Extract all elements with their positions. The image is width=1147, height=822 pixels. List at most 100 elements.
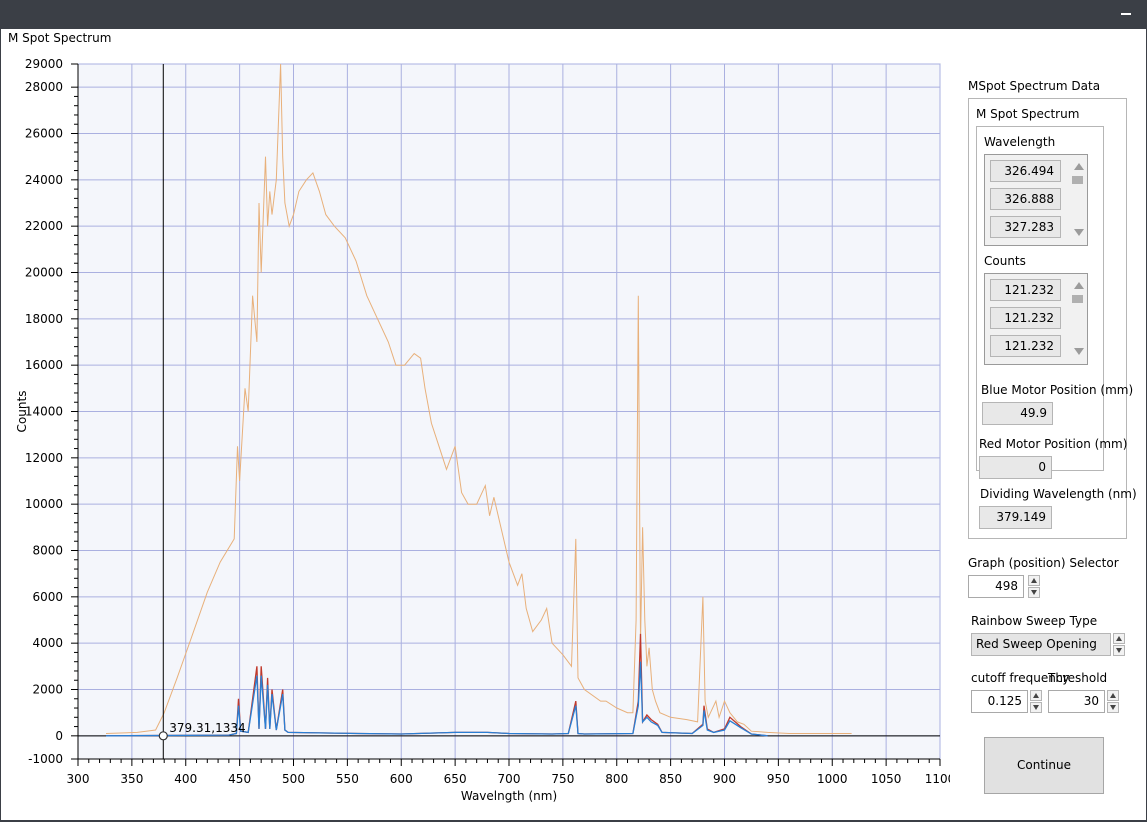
counts-item[interactable]: 121.232 xyxy=(990,307,1061,329)
y-tick-label: 14000 xyxy=(25,405,63,419)
graph-selector-input[interactable]: 498 xyxy=(968,575,1024,598)
series-line xyxy=(105,63,852,734)
scroll-thumb[interactable] xyxy=(1072,176,1083,184)
minimize-icon[interactable] xyxy=(1121,13,1131,15)
x-tick-label: 650 xyxy=(444,772,467,786)
y-tick-label: 26000 xyxy=(25,127,63,141)
x-axis-label: Wavelngth (nm) xyxy=(461,789,557,803)
x-tick-label: 1000 xyxy=(817,772,848,786)
dividing-wavelength-label: Dividing Wavelength (nm) xyxy=(980,487,1137,501)
y-axis-label: Counts xyxy=(15,391,29,433)
title-bar xyxy=(0,0,1147,29)
red-motor-label: Red Motor Position (mm) xyxy=(979,437,1128,451)
down-arrow-icon xyxy=(1116,648,1122,653)
y-tick-label: -1000 xyxy=(28,752,63,766)
window-border-left xyxy=(0,29,1,822)
scroll-up-icon[interactable] xyxy=(1074,282,1084,289)
graph-selector-label: Graph (position) Selector xyxy=(968,556,1119,570)
up-arrow-icon xyxy=(1031,578,1037,583)
cutoff-input[interactable]: 0.125 xyxy=(971,690,1028,713)
x-tick-label: 800 xyxy=(605,772,628,786)
x-tick-label: 950 xyxy=(767,772,790,786)
y-tick-label: 29000 xyxy=(25,57,63,71)
scroll-up-icon[interactable] xyxy=(1074,163,1084,170)
stepper-up-button[interactable] xyxy=(1030,690,1042,701)
y-tick-label: 8000 xyxy=(32,544,63,558)
red-motor-value: 0 xyxy=(979,456,1052,479)
cursor-label: 379.31,1334 xyxy=(169,721,245,735)
up-arrow-icon xyxy=(1110,693,1116,698)
group-title: M Spot Spectrum xyxy=(976,107,1080,121)
x-tick-label: 350 xyxy=(120,772,143,786)
cursor-handle[interactable] xyxy=(158,731,168,741)
continue-button[interactable]: Continue xyxy=(984,737,1104,794)
x-tick-label: 850 xyxy=(659,772,682,786)
x-tick-label: 900 xyxy=(713,772,736,786)
x-tick-label: 600 xyxy=(390,772,413,786)
up-arrow-icon xyxy=(1116,636,1122,641)
threshold-label: Threshold xyxy=(1048,671,1108,685)
stepper-down-button[interactable] xyxy=(1030,702,1042,713)
wavelength-item[interactable]: 326.888 xyxy=(990,188,1061,210)
stepper-up-button[interactable] xyxy=(1113,633,1125,644)
cutoff-label: cutoff frequency xyxy=(971,671,1070,685)
spectrum-chart[interactable]: 300 350 400 450 500 550 600 650 700 750 800 850 900 9… xyxy=(0,0,950,822)
counts-list[interactable]: 121.232 121.232 121.232 xyxy=(984,273,1088,365)
x-tick-label: 450 xyxy=(228,772,251,786)
stepper-down-button[interactable] xyxy=(1113,645,1125,656)
threshold-stepper[interactable] xyxy=(1107,690,1119,713)
blue-motor-value: 49.9 xyxy=(982,402,1053,425)
chart-title: M Spot Spectrum xyxy=(8,31,112,45)
panel-title: MSpot Spectrum Data xyxy=(968,79,1101,93)
y-tick-label: 28000 xyxy=(25,80,63,94)
counts-item[interactable]: 121.232 xyxy=(990,279,1061,301)
y-tick-label: 2000 xyxy=(32,683,63,697)
down-arrow-icon xyxy=(1110,705,1116,710)
y-tick-label: 24000 xyxy=(25,173,63,187)
y-tick-label: 12000 xyxy=(25,451,63,465)
threshold-input[interactable]: 30 xyxy=(1048,690,1105,713)
dividing-wavelength-value: 379.149 xyxy=(979,506,1052,529)
wavelength-label: Wavelength xyxy=(984,135,1056,149)
x-tick-label: 500 xyxy=(282,772,305,786)
counts-scrollbar[interactable] xyxy=(1071,276,1085,360)
sweep-type-stepper[interactable] xyxy=(1113,633,1125,656)
x-tick-label: 1050 xyxy=(871,772,902,786)
y-tick-label: 22000 xyxy=(25,219,63,233)
wavelength-scrollbar[interactable] xyxy=(1071,157,1085,241)
spectrum-data-group: M Spot Spectrum Wavelength 326.494 326.8… xyxy=(968,98,1137,539)
wavelength-list[interactable]: 326.494 326.888 327.283 xyxy=(984,154,1088,246)
up-arrow-icon xyxy=(1033,693,1039,698)
sweep-type-label: Rainbow Sweep Type xyxy=(971,614,1098,628)
y-tick-label: 6000 xyxy=(32,590,63,604)
stepper-down-button[interactable] xyxy=(1107,702,1119,713)
blue-motor-label: Blue Motor Position (mm) xyxy=(981,383,1134,397)
y-tick-label: 10000 xyxy=(25,497,63,511)
counts-item[interactable]: 121.232 xyxy=(990,335,1061,357)
stepper-up-button[interactable] xyxy=(1107,690,1119,701)
y-tick-label: 4000 xyxy=(32,636,63,650)
x-tick-label: 550 xyxy=(336,772,359,786)
x-tick-label: 300 xyxy=(67,772,90,786)
down-arrow-icon xyxy=(1031,590,1037,595)
y-tick-label: 20000 xyxy=(25,266,63,280)
x-tick-label: 1100 xyxy=(925,772,950,786)
wavelength-item[interactable]: 326.494 xyxy=(990,160,1061,182)
graph-selector-stepper[interactable] xyxy=(1028,575,1040,598)
window-border-bottom xyxy=(0,820,1147,822)
stepper-up-button[interactable] xyxy=(1028,575,1040,586)
counts-label: Counts xyxy=(984,254,1026,268)
series-line xyxy=(105,661,768,737)
x-tick-label: 750 xyxy=(551,772,574,786)
wavelength-item[interactable]: 327.283 xyxy=(990,216,1061,238)
x-tick-label: 700 xyxy=(498,772,521,786)
scroll-down-icon[interactable] xyxy=(1074,229,1084,236)
y-tick-label: 0 xyxy=(55,729,63,743)
spectrum-inner-group: Wavelength 326.494 326.888 327.283 Count… xyxy=(976,126,1104,471)
scroll-thumb[interactable] xyxy=(1072,295,1083,303)
scroll-down-icon[interactable] xyxy=(1074,348,1084,355)
y-tick-label: 16000 xyxy=(25,358,63,372)
cutoff-stepper[interactable] xyxy=(1030,690,1042,713)
sweep-type-select[interactable]: Red Sweep Opening xyxy=(971,633,1111,656)
stepper-down-button[interactable] xyxy=(1028,587,1040,598)
